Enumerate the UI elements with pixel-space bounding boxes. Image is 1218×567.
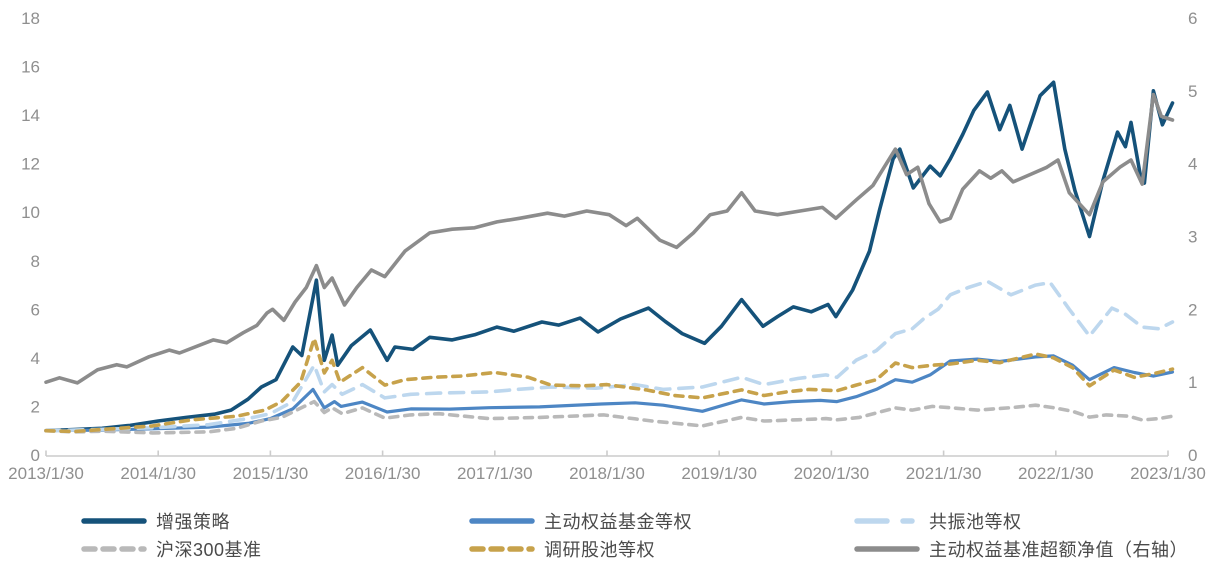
x-axis-tick-label: 2015/1/30	[233, 464, 309, 483]
series-line-hushen300	[44, 399, 1175, 435]
legend-item-hushen300[interactable]: 沪深300基准	[80, 536, 262, 562]
legend-label: 调研股池等权	[544, 540, 655, 560]
x-axis-tick-label: 2022/1/30	[1018, 464, 1094, 483]
left-axis-tick-label: 2	[31, 397, 40, 416]
x-axis-tick-label: 2023/1/30	[1130, 464, 1206, 483]
right-axis-tick-label: 2	[1188, 300, 1197, 319]
legend-item-zengqiang-celue[interactable]: 增强策略	[80, 508, 230, 534]
right-axis-tick-label: 6	[1188, 9, 1197, 28]
legend-swatch-line	[81, 546, 147, 552]
legend-swatch-line	[469, 546, 535, 552]
series-line-zengqiang-celue	[44, 80, 1175, 433]
left-axis-tick-label: 0	[31, 446, 40, 465]
legend-swatch-line	[81, 518, 147, 524]
legend-label: 共振池等权	[929, 512, 1022, 532]
right-axis-tick-label: 5	[1188, 82, 1197, 101]
series-line-diaoyan-guchi	[44, 336, 1175, 434]
legend-item-diaoyan-guchi[interactable]: 调研股池等权	[468, 536, 655, 562]
left-axis-tick-label: 6	[31, 300, 40, 319]
x-axis-tick-label: 2021/1/30	[906, 464, 982, 483]
legend-swatch-line	[854, 546, 920, 552]
right-axis-tick-label: 3	[1188, 228, 1197, 247]
left-axis-tick-label: 18	[21, 9, 40, 28]
x-axis-tick-label: 2014/1/30	[120, 464, 196, 483]
legend-swatch-line	[469, 518, 535, 524]
right-axis-tick-label: 4	[1188, 155, 1197, 174]
right-axis-tick-label: 1	[1188, 373, 1197, 392]
legend-swatch-line	[854, 518, 920, 524]
left-axis-tick-label: 10	[21, 203, 40, 222]
legend-label: 增强策略	[156, 512, 230, 532]
series-line-gongzhenchi	[44, 279, 1175, 433]
left-axis-tick-label: 16	[21, 58, 40, 77]
left-axis-tick-label: 4	[31, 349, 40, 368]
series-line-chaoe-jingzhi	[44, 92, 1175, 385]
legend-label: 主动权益基准超额净值（右轴）	[929, 540, 1188, 560]
left-axis-tick-label: 14	[21, 106, 40, 125]
x-axis-tick-label: 2019/1/30	[681, 464, 757, 483]
legend-item-chaoe-jingzhi[interactable]: 主动权益基准超额净值（右轴）	[853, 536, 1188, 562]
x-axis-tick-label: 2013/1/30	[8, 464, 84, 483]
x-axis-tick-label: 2018/1/30	[569, 464, 645, 483]
right-axis-tick-label: 0	[1188, 446, 1197, 465]
line-chart: 2013/1/30 2014/1/30 2015/1/30 2016/1/30 2017…	[8, 9, 1206, 483]
x-axis-tick-label: 2016/1/30	[345, 464, 421, 483]
legend-label: 主动权益基金等权	[544, 512, 692, 532]
legend-label: 沪深300基准	[156, 540, 262, 560]
x-axis-tick-label: 2020/1/30	[794, 464, 870, 483]
legend-item-gongzhenchi[interactable]: 共振池等权	[853, 508, 1022, 534]
series-line-zhudong-quanyi-jijin	[44, 354, 1175, 433]
legend-item-zhudong-quanyi-jijin[interactable]: 主动权益基金等权	[468, 508, 692, 534]
left-axis-tick-label: 12	[21, 155, 40, 174]
x-axis-tick-label: 2017/1/30	[457, 464, 533, 483]
left-axis-tick-label: 8	[31, 252, 40, 271]
